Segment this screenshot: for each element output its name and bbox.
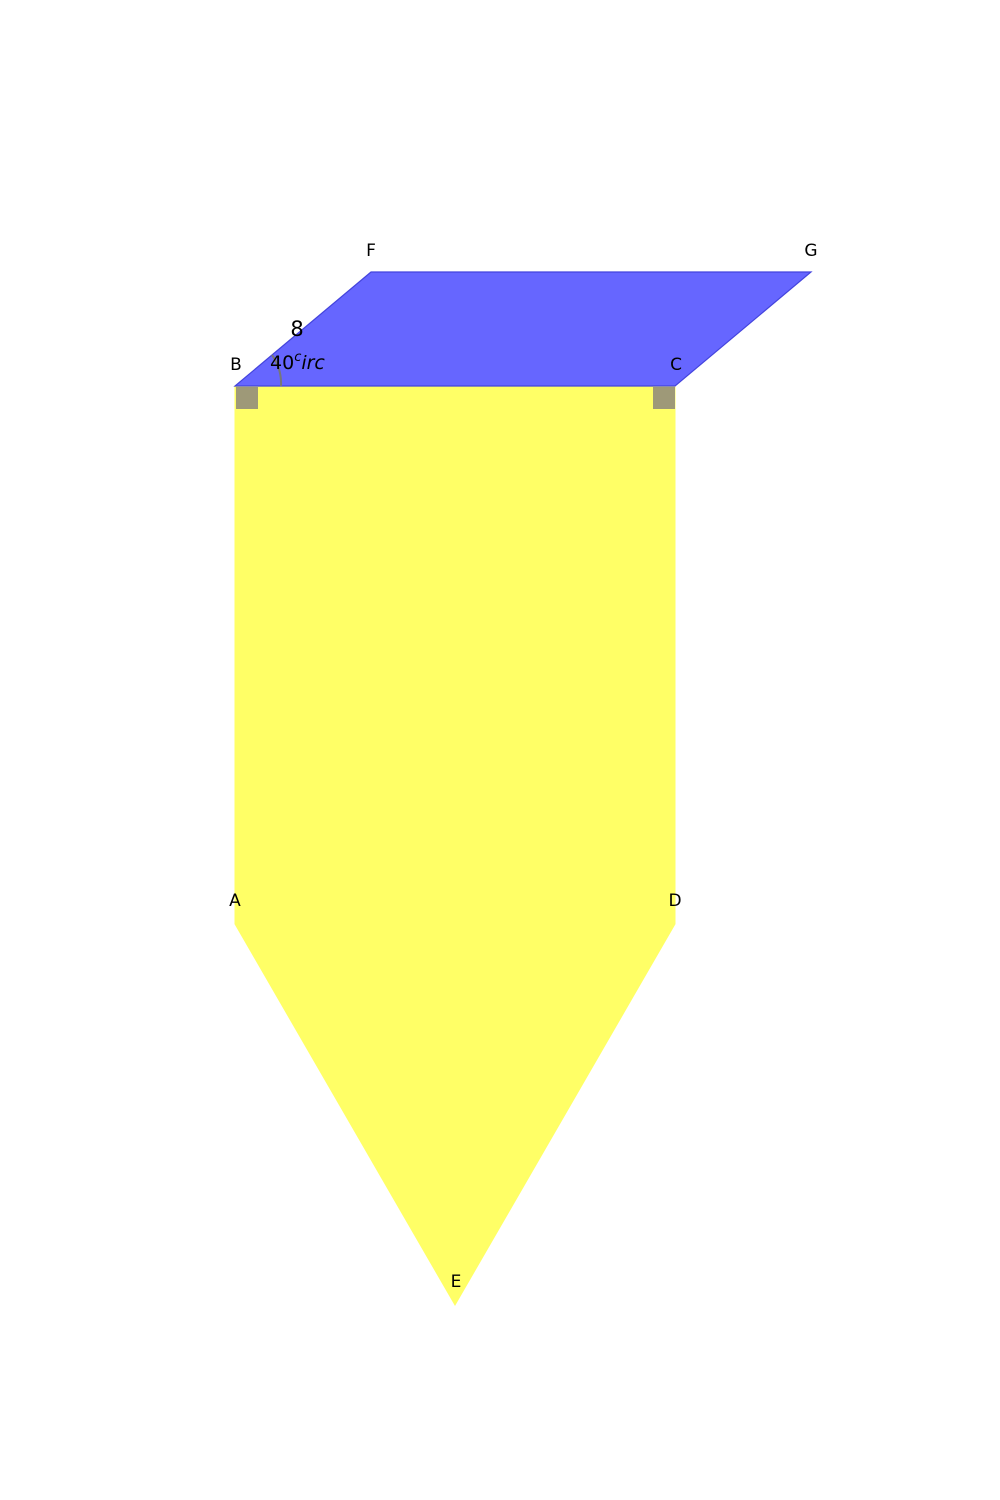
point-label-b: B bbox=[230, 355, 242, 375]
point-label-f: F bbox=[366, 241, 376, 261]
point-label-a: A bbox=[229, 891, 241, 911]
angle-sup: c bbox=[294, 350, 301, 365]
parallelogram-bcgf bbox=[233, 271, 813, 387]
angle-arc-fbc bbox=[271, 354, 283, 387]
pentagon-abcde bbox=[234, 385, 676, 1306]
side-length-bf: 8 bbox=[290, 317, 303, 341]
right-angle-marker-c bbox=[653, 387, 675, 409]
point-label-e: E bbox=[451, 1272, 462, 1292]
right-angle-marker-b bbox=[236, 387, 258, 409]
point-label-g: G bbox=[804, 241, 817, 261]
angle-value: 40 bbox=[270, 352, 294, 374]
point-label-d: D bbox=[668, 891, 681, 911]
angle-tail: irc bbox=[301, 352, 325, 374]
angle-label-fbc: 40circ bbox=[270, 350, 325, 374]
point-label-c: C bbox=[670, 355, 682, 375]
